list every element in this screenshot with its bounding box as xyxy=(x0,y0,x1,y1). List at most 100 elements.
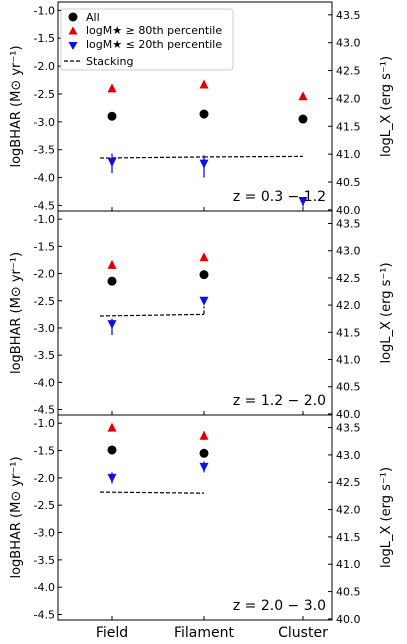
marker-high-mass xyxy=(199,252,209,262)
y-right-tick-label: 40.5 xyxy=(336,381,361,394)
y-left-tick-label: -1.0 xyxy=(34,4,55,17)
marker-high-mass xyxy=(107,83,117,93)
y-right-axis-title: logL_X (erg s⁻¹) xyxy=(379,262,394,363)
x-axis-ticks: Field Filament Cluster xyxy=(96,625,328,641)
stacking-line xyxy=(203,155,304,158)
y-left-tick-label: -3.0 xyxy=(34,116,55,129)
marker-low-mass xyxy=(199,462,209,472)
y-left-tick-label: -4.5 xyxy=(34,199,55,212)
marker-high-mass xyxy=(298,91,308,101)
y-right-tick-label: 43.5 xyxy=(336,9,361,22)
panel-z-low: -1.0 -1.5 -2.0 -2.5 -3.0 -3.5 -4.0 -4.5 43.5 43.0… xyxy=(9,1,394,217)
y-right-tick-label: 42.0 xyxy=(336,504,361,517)
y-left-tick-label: -1.0 xyxy=(34,213,55,226)
legend-marker-high xyxy=(68,26,78,35)
y-left-tick-label: -3.5 xyxy=(34,349,55,362)
panel-frame xyxy=(57,210,333,416)
marker-all xyxy=(107,276,117,286)
y-left-tick-label: -1.5 xyxy=(34,445,55,458)
y-left-tick-label: -3.0 xyxy=(34,322,55,335)
y-right-tick-label: 40.5 xyxy=(336,586,361,599)
y-left-tick-label: -4.0 xyxy=(34,376,55,389)
marker-low-mass xyxy=(107,320,117,330)
panel-frame xyxy=(57,414,333,621)
legend-label-high: logM★ ≥ 80th percentile xyxy=(86,24,222,37)
panel-z-mid: -1.0 -1.5 -2.0 -2.5 -3.0 -3.5 -4.0 -4.5 43.5 43.0… xyxy=(9,210,394,421)
y-left-tick-label: -2.5 xyxy=(34,88,55,101)
marker-high-mass xyxy=(107,259,117,269)
y-right-tick-label: 42.0 xyxy=(336,299,361,312)
y-right-tick-label: 40.0 xyxy=(336,613,361,626)
marker-high-mass xyxy=(107,422,117,432)
panel-z-high: -1.0 -1.5 -2.0 -2.5 -3.0 -3.5 -4.0 -4.5 43.5 43.0… xyxy=(9,414,394,626)
redshift-label: z = 0.3 − 1.2 xyxy=(233,189,326,205)
y-left-tick-label: -1.5 xyxy=(34,32,55,45)
y-right-tick-label: 40.0 xyxy=(336,408,361,421)
y-left-tick-label: -4.5 xyxy=(34,404,55,417)
y-right-tick-label: 43.0 xyxy=(336,245,361,258)
marker-low-mass xyxy=(199,159,209,169)
marker-low-mass xyxy=(298,196,308,206)
marker-low-mass xyxy=(199,296,209,306)
y-left-tick-label: -2.5 xyxy=(34,499,55,512)
marker-low-mass xyxy=(107,473,117,483)
y-right-axis-title: logL_X (erg s⁻¹) xyxy=(379,56,394,157)
y-left-tick-label: -4.0 xyxy=(34,172,55,185)
stacking-line xyxy=(99,156,205,159)
y-right-tick-label: 41.0 xyxy=(336,354,361,367)
stacking-line xyxy=(99,313,205,317)
y-right-tick-label: 42.0 xyxy=(336,92,361,105)
y-right-tick-label: 43.0 xyxy=(336,37,361,50)
marker-low-mass xyxy=(107,157,117,167)
y-left-tick-label: -3.5 xyxy=(34,144,55,157)
y-left-tick-label: -2.0 xyxy=(34,472,55,485)
y-right-axis-title: logL_X (erg s⁻¹) xyxy=(379,467,394,568)
y-right-tick-label: 42.5 xyxy=(336,272,361,285)
y-left-tick-label: -3.5 xyxy=(34,554,55,567)
y-left-tick-label: -4.5 xyxy=(34,609,55,622)
marker-all xyxy=(298,114,308,124)
y-right-tick-label: 40.0 xyxy=(336,204,361,217)
x-tick-label: Filament xyxy=(174,625,235,641)
y-left-tick-label: -1.5 xyxy=(34,240,55,253)
y-left-tick-label: -4.0 xyxy=(34,581,55,594)
y-right-tick-label: 41.5 xyxy=(336,531,361,544)
marker-all xyxy=(199,270,209,280)
stacking-line xyxy=(99,491,205,494)
redshift-label: z = 2.0 − 3.0 xyxy=(233,598,326,614)
legend-marker-all xyxy=(68,12,78,22)
marker-all xyxy=(107,445,117,455)
y-right-tick-label: 41.0 xyxy=(336,558,361,571)
marker-all xyxy=(199,448,209,458)
y-right-tick-label: 41.5 xyxy=(336,326,361,339)
y-right-tick-label: 42.5 xyxy=(336,476,361,489)
y-right-tick-label: 42.5 xyxy=(336,65,361,78)
x-tick-label: Cluster xyxy=(278,625,328,641)
y-left-tick-label: -3.0 xyxy=(34,527,55,540)
y-right-tick-label: 41.5 xyxy=(336,120,361,133)
y-left-axis-title: logBHAR (M⊙ yr⁻¹) xyxy=(9,45,24,167)
y-left-tick-label: -2.5 xyxy=(34,295,55,308)
marker-high-mass xyxy=(199,79,209,89)
legend-frame xyxy=(60,8,234,71)
y-right-tick-label: 43.5 xyxy=(336,422,361,435)
legend-label-low: logM★ ≤ 20th percentile xyxy=(86,38,222,51)
y-left-tick-label: -2.0 xyxy=(34,268,55,281)
y-right-tick-label: 43.0 xyxy=(336,449,361,462)
y-right-tick-label: 41.0 xyxy=(336,148,361,161)
x-tick-label: Field xyxy=(96,625,128,641)
y-right-tick-label: 40.5 xyxy=(336,176,361,189)
legend-marker-low xyxy=(68,42,78,50)
y-left-axis-title: logBHAR (M⊙ yr⁻¹) xyxy=(9,252,24,374)
marker-all xyxy=(107,111,117,121)
redshift-label: z = 1.2 − 2.0 xyxy=(233,393,326,409)
legend-label-all: All xyxy=(86,11,100,24)
legend-label-stacking: Stacking xyxy=(86,55,133,68)
legend: All logM★ ≥ 80th percentile logM★ ≤ 20th… xyxy=(60,8,234,71)
marker-all xyxy=(199,109,209,119)
y-left-tick-label: -2.0 xyxy=(34,60,55,73)
marker-high-mass xyxy=(199,430,209,440)
y-left-axis-title: logBHAR (M⊙ yr⁻¹) xyxy=(9,456,24,578)
y-right-tick-label: 43.5 xyxy=(336,218,361,231)
